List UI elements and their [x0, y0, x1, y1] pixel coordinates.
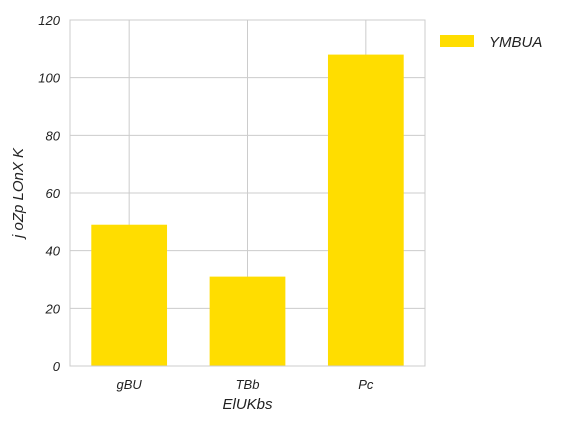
y-tick-labels: 0 20 40 60 80 100 120	[38, 13, 60, 374]
legend-swatch	[440, 35, 474, 47]
x-tick-label-0: gBU	[117, 377, 143, 392]
y-tick-label-1: 20	[45, 301, 61, 316]
y-axis-label: j oZp LOnX K	[10, 147, 27, 240]
bar-Pc	[327, 54, 404, 366]
x-axis-label: ElUKbs	[222, 396, 273, 413]
y-tick-label-6: 120	[38, 13, 60, 28]
y-tick-label-3: 60	[46, 186, 61, 201]
x-tick-label-2: Pc	[358, 377, 374, 392]
y-tick-label-5: 100	[38, 71, 60, 86]
y-tick-label-2: 40	[46, 244, 61, 259]
x-tick-label-1: TBb	[236, 377, 260, 392]
legend-label: YMBUA	[489, 34, 542, 51]
plot-frame	[69, 19, 426, 367]
x-tick-labels: gBU TBb Pc	[117, 377, 374, 392]
bars	[91, 54, 404, 366]
legend: YMBUA	[440, 34, 542, 51]
y-tick-label-4: 80	[46, 128, 61, 143]
bar-gBU	[91, 224, 168, 366]
y-tick-label-0: 0	[53, 359, 61, 374]
bar-TBb	[209, 276, 286, 366]
